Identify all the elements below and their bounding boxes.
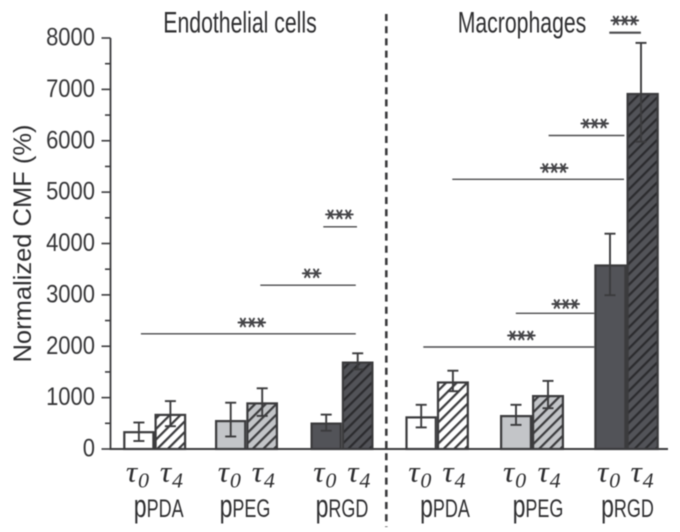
svg-text:4000: 4000	[46, 229, 95, 257]
svg-text:pPEG: pPEG	[220, 488, 271, 524]
svg-text:Endothelial cells: Endothelial cells	[163, 7, 316, 39]
svg-text:8000: 8000	[46, 23, 95, 51]
svg-text:Macrophages: Macrophages	[458, 7, 587, 39]
svg-text:Normalized CMF (%): Normalized CMF (%)	[9, 124, 37, 362]
svg-text:pPDA: pPDA	[134, 488, 184, 524]
svg-text:pRGD: pRGD	[316, 488, 369, 524]
svg-text:pPDA: pPDA	[420, 488, 470, 524]
svg-text:1000: 1000	[46, 383, 95, 411]
svg-text:pPEG: pPEG	[513, 488, 564, 524]
svg-text:3000: 3000	[46, 280, 95, 308]
svg-text:2000: 2000	[46, 332, 95, 360]
svg-text:pRGD: pRGD	[601, 488, 654, 524]
svg-text:7000: 7000	[46, 75, 95, 103]
svg-text:6000: 6000	[46, 126, 95, 154]
svg-text:5000: 5000	[46, 177, 95, 205]
svg-text:0: 0	[83, 434, 95, 462]
